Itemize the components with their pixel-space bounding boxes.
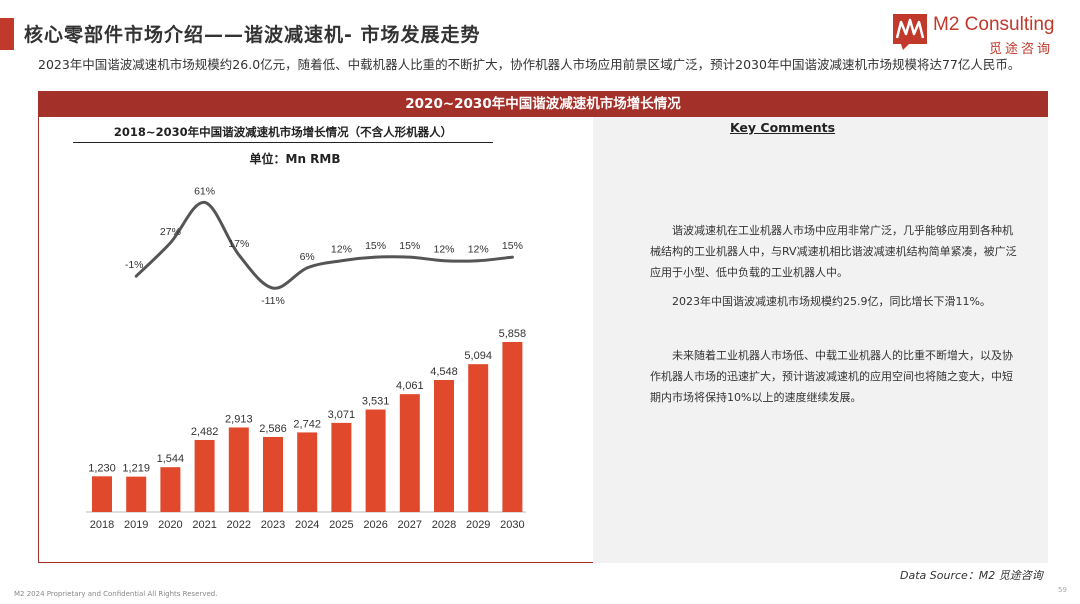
- bar-value-label-2028: 4,548: [430, 366, 458, 378]
- growth-label-2025: 12%: [331, 244, 352, 256]
- chart-unit: 单位：Mn RMB: [249, 152, 341, 166]
- x-tick-label-2019: 2019: [124, 519, 148, 531]
- growth-rate-line: [134, 200, 514, 290]
- bar-2022: [228, 427, 249, 512]
- bar-2029: [468, 364, 489, 512]
- chart-title: 2018~2030年中国谐波减速机市场增长情况（不含人形机器人）: [73, 124, 493, 143]
- bar-value-label-2022: 2,913: [225, 413, 253, 425]
- intro-text: 2023年中国谐波减速机市场规模约26.0亿元，随着低、中载机器人比重的不断扩大…: [38, 57, 1021, 72]
- bar-2027: [399, 394, 420, 512]
- bar-2026: [365, 409, 386, 512]
- x-tick-label-2029: 2029: [466, 519, 490, 531]
- bar-2024: [297, 432, 318, 512]
- bar-2030: [502, 342, 523, 512]
- x-tick-label-2023: 2023: [261, 519, 285, 531]
- growth-label-2020: 27%: [160, 226, 181, 238]
- x-tick-label-2025: 2025: [329, 519, 353, 531]
- x-tick-label-2020: 2020: [158, 519, 182, 531]
- key-comment-3: 未来随着工业机器人市场低、中载工业机器人的比重不断增大，以及协作机器人市场的迅速…: [650, 349, 1013, 404]
- title-accent-bar: [0, 18, 14, 50]
- bar-value-label-2027: 4,061: [396, 380, 424, 392]
- market-chart: 1,230 2018 1,219 2019 1,544 2020 2,482 2021 2,91…: [86, 185, 527, 531]
- logo-mark-icon: [893, 14, 927, 50]
- bar-value-label-2029: 5,094: [464, 350, 492, 362]
- bar-2021: [194, 439, 215, 512]
- x-tick-label-2030: 2030: [500, 519, 524, 531]
- data-source: Data Source：M2 觅途咨询: [900, 569, 1043, 582]
- panel-header: 2020~2030年中国谐波减速机市场增长情况: [39, 92, 1047, 117]
- x-tick-label-2018: 2018: [90, 519, 114, 531]
- bar-value-label-2019: 1,219: [122, 463, 150, 475]
- market-panel: 2020~2030年中国谐波减速机市场增长情况: [38, 91, 1048, 563]
- bar-2028: [434, 380, 454, 512]
- key-comment-1: 谐波减速机在工业机器人市场中应用非常广泛，几乎能够应用到各种机械结构的工业机器人…: [650, 224, 1017, 279]
- company-logo: M2 Consulting 觅途咨询: [893, 14, 1068, 57]
- bar-value-label-2018: 1,230: [88, 462, 116, 474]
- x-tick-label-2024: 2024: [295, 519, 319, 531]
- bar-value-label-2030: 5,858: [499, 328, 527, 340]
- x-tick-label-2027: 2027: [398, 519, 422, 531]
- growth-label-2023: -11%: [261, 295, 285, 307]
- key-comments-title: Key Comments: [729, 120, 836, 135]
- logo-subtitle: 觅途咨询: [989, 42, 1054, 57]
- page-number: 59: [1058, 586, 1067, 594]
- bar-2019: [126, 476, 147, 512]
- growth-label-2030: 15%: [502, 240, 523, 252]
- page-title: 核心零部件市场介绍——谐波减速机- 市场发展走势: [24, 24, 481, 46]
- growth-label-2019: -1%: [125, 259, 144, 271]
- bar-value-label-2020: 1,544: [157, 453, 185, 465]
- x-tick-label-2022: 2022: [227, 519, 251, 531]
- x-tick-label-2026: 2026: [363, 519, 387, 531]
- growth-label-2021: 61%: [194, 185, 215, 197]
- growth-label-2022: 17%: [228, 238, 249, 250]
- bar-2025: [331, 422, 352, 512]
- bar-value-label-2026: 3,531: [362, 396, 390, 408]
- x-tick-label-2028: 2028: [432, 519, 456, 531]
- growth-label-2026: 15%: [365, 240, 386, 252]
- bar-value-label-2021: 2,482: [191, 426, 219, 438]
- growth-label-2027: 15%: [399, 240, 420, 252]
- logo-name: M2 Consulting: [933, 14, 1055, 35]
- key-comments-panel: [593, 117, 1048, 563]
- bar-2020: [160, 467, 181, 512]
- key-comment-2: 2023年中国谐波减速机市场规模约25.9亿，同比增长下滑11%。: [672, 295, 991, 308]
- bar-value-label-2025: 3,071: [328, 409, 356, 421]
- bar-2018: [92, 476, 112, 512]
- growth-label-2028: 12%: [433, 244, 454, 256]
- x-tick-label-2021: 2021: [192, 519, 216, 531]
- bar-2023: [263, 436, 283, 512]
- growth-label-2024: 6%: [300, 251, 315, 263]
- growth-label-2029: 12%: [468, 244, 489, 256]
- bar-value-label-2024: 2,742: [293, 418, 321, 430]
- copyright: M2 2024 Proprietary and Confidential All…: [14, 590, 218, 598]
- bar-value-label-2023: 2,586: [259, 423, 287, 435]
